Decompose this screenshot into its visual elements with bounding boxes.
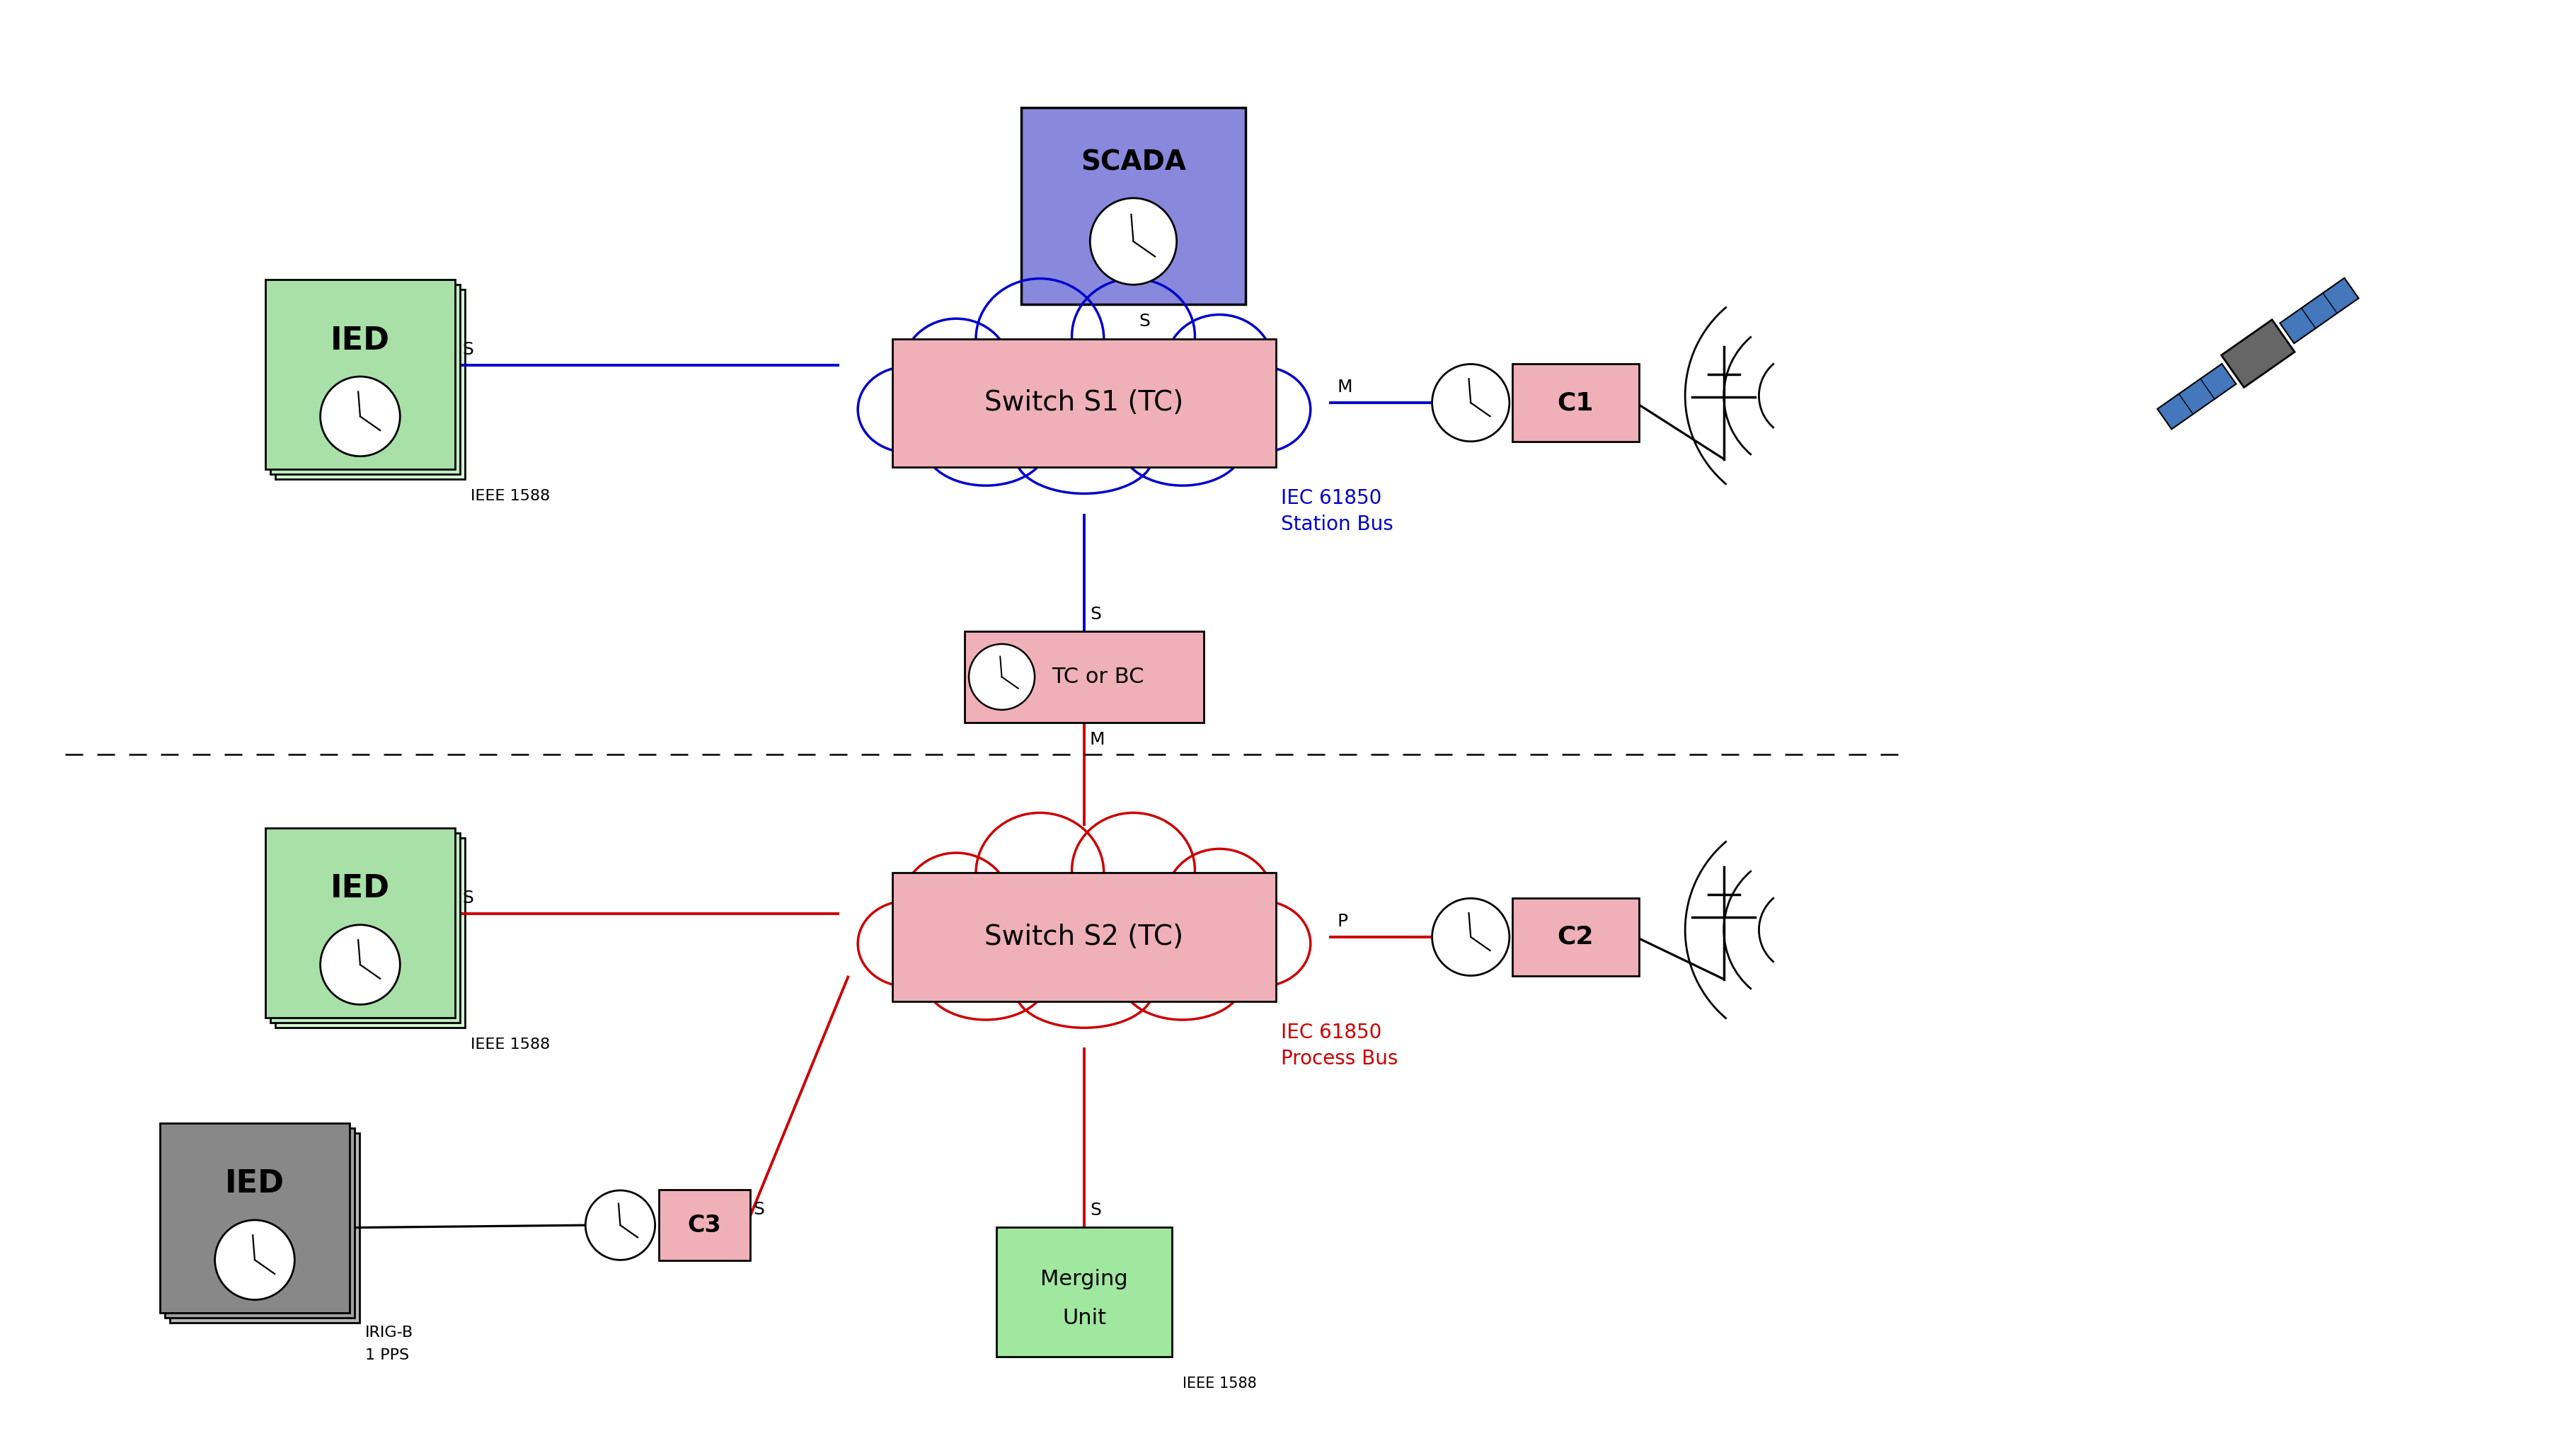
Ellipse shape [1015, 953, 1154, 1028]
Text: IED: IED [224, 1169, 283, 1199]
FancyBboxPatch shape [270, 285, 461, 475]
Circle shape [1432, 898, 1510, 976]
Text: IEC 61850
Process Bus: IEC 61850 Process Bus [1280, 1022, 1399, 1069]
FancyBboxPatch shape [963, 631, 1203, 723]
Text: S: S [1090, 605, 1100, 623]
Circle shape [214, 1221, 294, 1300]
Text: IEEE 1588: IEEE 1588 [471, 1038, 551, 1051]
Text: Switch S1 (TC): Switch S1 (TC) [984, 390, 1185, 416]
Ellipse shape [1164, 849, 1273, 950]
Circle shape [319, 376, 399, 456]
Ellipse shape [976, 812, 1105, 933]
Circle shape [319, 925, 399, 1005]
Text: IEEE 1588: IEEE 1588 [1182, 1377, 1257, 1392]
Ellipse shape [858, 901, 956, 986]
Polygon shape [2280, 278, 2360, 343]
Text: IRIG-B: IRIG-B [366, 1326, 412, 1339]
Text: TC or BC: TC or BC [1051, 666, 1144, 688]
FancyBboxPatch shape [1020, 107, 1247, 304]
Text: P: P [1337, 914, 1347, 930]
Text: IEC 61850
Station Bus: IEC 61850 Station Bus [1280, 488, 1394, 534]
Text: M: M [1090, 731, 1105, 749]
FancyBboxPatch shape [659, 1190, 750, 1260]
Ellipse shape [976, 278, 1105, 398]
Text: IED: IED [330, 873, 389, 904]
Text: C1: C1 [1558, 391, 1595, 414]
Text: Switch S2 (TC): Switch S2 (TC) [984, 924, 1182, 950]
Text: S: S [752, 1202, 765, 1218]
Ellipse shape [899, 857, 1267, 1031]
Ellipse shape [925, 405, 1048, 485]
FancyBboxPatch shape [265, 828, 456, 1018]
Text: Merging: Merging [1041, 1268, 1128, 1289]
Ellipse shape [1072, 278, 1195, 394]
FancyBboxPatch shape [997, 1226, 1172, 1357]
Circle shape [1090, 198, 1177, 285]
Polygon shape [2221, 320, 2295, 388]
FancyBboxPatch shape [270, 833, 461, 1022]
Ellipse shape [1072, 812, 1195, 928]
FancyBboxPatch shape [170, 1134, 361, 1323]
Ellipse shape [925, 940, 1048, 1019]
Text: S: S [1090, 1202, 1100, 1219]
Text: C2: C2 [1558, 925, 1595, 948]
FancyBboxPatch shape [160, 1124, 350, 1313]
Text: M: M [1337, 379, 1352, 395]
Text: IED: IED [330, 326, 389, 356]
FancyBboxPatch shape [276, 838, 464, 1028]
Polygon shape [2156, 363, 2236, 429]
Ellipse shape [1164, 314, 1273, 416]
FancyBboxPatch shape [1512, 363, 1638, 442]
FancyBboxPatch shape [1512, 898, 1638, 976]
Text: S: S [1139, 313, 1151, 330]
Circle shape [585, 1190, 654, 1260]
Text: Unit: Unit [1061, 1308, 1105, 1328]
Ellipse shape [899, 323, 1267, 497]
Text: 1 PPS: 1 PPS [366, 1348, 410, 1363]
Circle shape [1432, 363, 1510, 442]
Text: IEEE 1588: IEEE 1588 [471, 489, 551, 504]
Ellipse shape [1015, 418, 1154, 494]
FancyBboxPatch shape [891, 339, 1275, 466]
Ellipse shape [1121, 940, 1244, 1019]
FancyBboxPatch shape [276, 290, 464, 479]
Text: S: S [461, 342, 474, 358]
Ellipse shape [858, 366, 956, 452]
Ellipse shape [902, 319, 1010, 420]
FancyBboxPatch shape [165, 1128, 355, 1318]
Ellipse shape [902, 853, 1010, 954]
FancyBboxPatch shape [891, 873, 1275, 1001]
Circle shape [969, 644, 1036, 710]
Ellipse shape [1121, 405, 1244, 485]
Text: S: S [461, 889, 474, 906]
Ellipse shape [1213, 366, 1311, 452]
Text: C3: C3 [688, 1213, 721, 1237]
Text: SCADA: SCADA [1082, 149, 1185, 177]
FancyBboxPatch shape [265, 279, 456, 469]
Ellipse shape [1213, 901, 1311, 986]
